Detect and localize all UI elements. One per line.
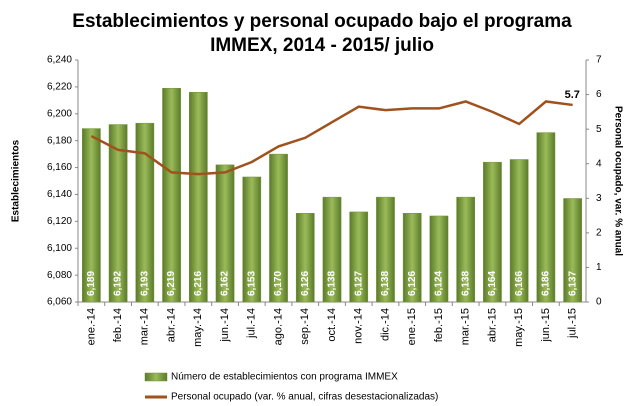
y-tick-label: 6,180	[47, 135, 72, 146]
bar-value-label: 6,126	[300, 271, 311, 296]
bar	[82, 128, 101, 303]
bar	[429, 215, 449, 303]
y-tick-label: 6,160	[47, 162, 72, 173]
y-tick-label: 6,240	[47, 55, 72, 66]
y-tick-label: 6,220	[47, 82, 72, 93]
y-tick-label: 6,060	[47, 297, 72, 308]
x-tick-label: abr.-15	[486, 308, 498, 342]
y2-tick-label: 3	[596, 193, 602, 204]
x-tick-label: may.-14	[192, 308, 204, 347]
y-tick-label: 6,200	[47, 108, 72, 119]
chart-title: Establecimientos y personal ocupado bajo…	[72, 11, 572, 32]
legend-label: Personal ocupado (var. % anual, cifras d…	[171, 392, 438, 403]
y2-tick-label: 5	[596, 124, 602, 135]
bar	[456, 196, 476, 303]
x-tick-label: sep.-14	[299, 308, 311, 345]
bar-value-label: 6,127	[353, 271, 364, 296]
y-axis-label: Establecimientos	[11, 139, 22, 222]
y2-tick-label: 4	[596, 158, 602, 169]
line-value-label: 5.7	[565, 89, 580, 101]
bar	[242, 176, 262, 303]
x-tick-label: dic.-14	[379, 308, 391, 341]
line	[90, 100, 573, 176]
y2-tick-label: 7	[596, 55, 602, 66]
x-tick-label: ene.-14	[85, 308, 97, 345]
bar	[295, 213, 315, 303]
bar	[402, 213, 422, 303]
bar-value-label: 6,124	[434, 271, 445, 296]
bar-value-label: 6,138	[327, 271, 338, 296]
x-tick-label: jun.-14	[219, 308, 231, 343]
x-tick-label: mar.-14	[139, 308, 151, 345]
bar-value-label: 6,164	[487, 271, 498, 296]
x-tick-label: may.-15	[513, 308, 525, 347]
bar-value-label: 6,192	[113, 271, 124, 296]
bar-value-label: 6,162	[220, 271, 231, 296]
bar-value-label: 6,126	[407, 271, 418, 296]
bar	[162, 87, 181, 303]
bar-value-label: 6,153	[246, 271, 257, 296]
x-tick-label: abr.-14	[165, 308, 177, 342]
bar	[322, 196, 342, 303]
bar	[483, 161, 502, 303]
bar-value-label: 6,170	[273, 271, 284, 296]
bar-value-label: 6,138	[460, 271, 471, 296]
bar	[188, 92, 208, 303]
bar-value-label: 6,219	[166, 271, 177, 296]
x-tick-label: feb.-15	[433, 308, 445, 342]
x-tick-label: jul.-14	[246, 308, 258, 339]
y-tick-label: 6,080	[47, 270, 72, 281]
x-tick-label: jun.-15	[540, 308, 552, 343]
y2-axis-label: Personal ocupado, var. % anual	[612, 106, 623, 256]
bar	[349, 211, 369, 303]
bar	[509, 159, 529, 303]
legend-swatch	[144, 372, 168, 382]
chart-title: IMMEX, 2014 - 2015/ julio	[210, 35, 434, 56]
bar	[536, 132, 556, 303]
x-tick-label: ene.-15	[406, 308, 418, 345]
bar-value-label: 6,186	[541, 271, 552, 296]
bar	[135, 122, 155, 303]
bar	[215, 164, 235, 303]
bar-value-label: 6,138	[380, 271, 391, 296]
bar-value-label: 6,189	[86, 271, 97, 296]
x-tick-label: oct.-14	[326, 308, 338, 342]
y-tick-label: 6,120	[47, 216, 72, 227]
bar	[563, 198, 582, 303]
y2-tick-label: 0	[596, 297, 602, 308]
bar-value-label: 6,166	[514, 271, 525, 296]
bar-value-label: 6,137	[567, 271, 578, 296]
bar	[108, 124, 128, 303]
bar-value-label: 6,193	[139, 271, 150, 296]
bar-value-label: 6,216	[193, 271, 204, 296]
y2-tick-label: 2	[596, 227, 602, 238]
bar	[269, 153, 288, 303]
y-tick-label: 6,100	[47, 243, 72, 254]
x-tick-label: feb.-14	[112, 308, 124, 342]
y2-tick-label: 1	[596, 262, 602, 273]
y-tick-label: 6,140	[47, 189, 72, 200]
x-tick-label: mar.-15	[460, 308, 472, 345]
legend-label: Número de establecimientos con programa …	[171, 372, 398, 383]
bar	[376, 196, 395, 303]
x-tick-label: ago.-14	[272, 308, 284, 345]
x-tick-label: nov.-14	[353, 308, 365, 344]
x-tick-label: jul.-15	[567, 308, 579, 339]
y2-tick-label: 6	[596, 89, 602, 100]
